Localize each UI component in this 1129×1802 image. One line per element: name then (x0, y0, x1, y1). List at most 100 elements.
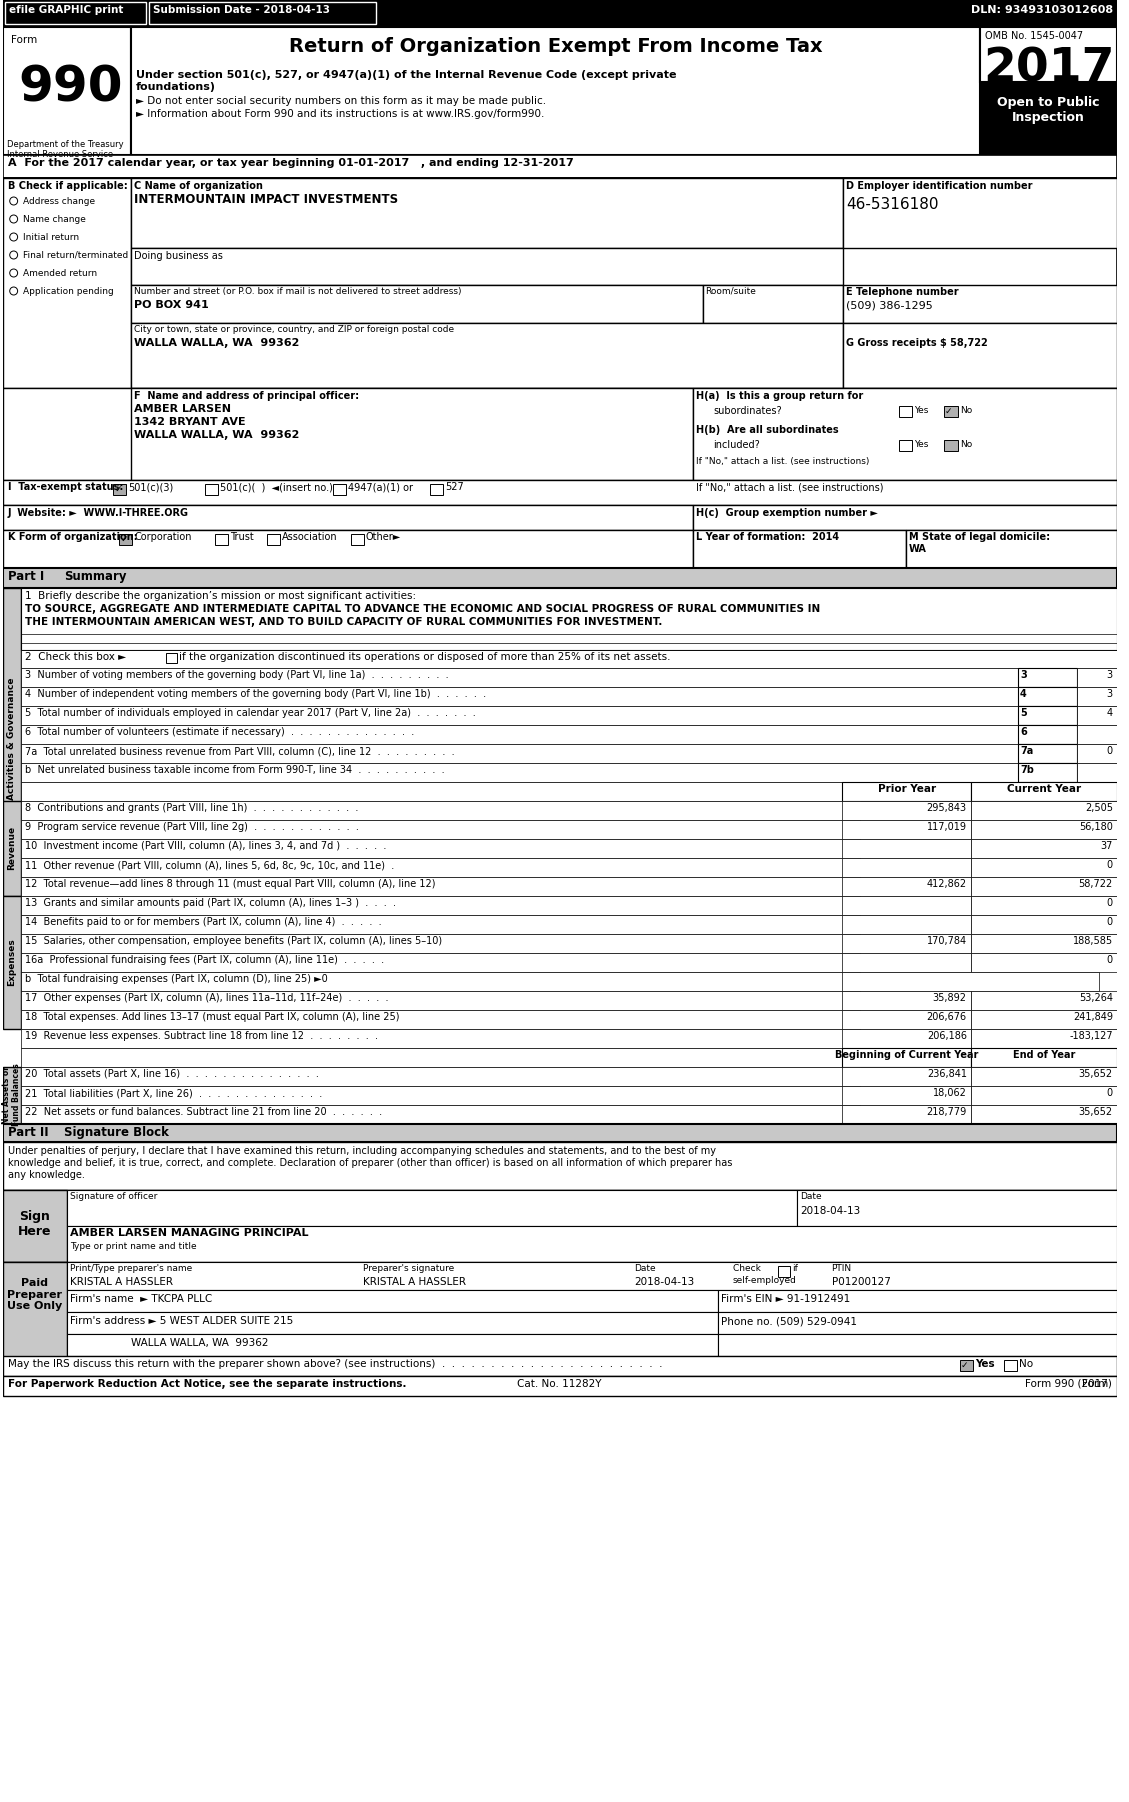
Text: PO BOX 941: PO BOX 941 (134, 299, 209, 310)
Bar (693, 530, 905, 568)
Text: 3  Number of voting members of the governing body (Part VI, line 1a)  .  .  .  .: 3 Number of voting members of the govern… (25, 670, 448, 679)
Text: b  Total fundraising expenses (Part IX, column (D), line 25) ►0: b Total fundraising expenses (Part IX, c… (25, 975, 327, 984)
Bar (149, 2, 376, 23)
Text: Date: Date (800, 1191, 822, 1200)
Bar (351, 533, 364, 544)
Bar (5, 2, 146, 23)
Text: Print/Type preparer's name: Print/Type preparer's name (70, 1263, 192, 1272)
Bar (3, 1355, 1117, 1377)
Text: H(c)  Group exemption number ►: H(c) Group exemption number ► (697, 508, 878, 517)
Bar (843, 285, 1117, 323)
Bar (842, 933, 971, 953)
Text: 527: 527 (445, 481, 464, 492)
Text: 4: 4 (1106, 708, 1113, 717)
Bar (67, 1225, 1117, 1261)
Text: Part II: Part II (8, 1126, 49, 1139)
Bar (3, 178, 131, 387)
Bar (20, 706, 1018, 724)
Text: If "No," attach a list. (see instructions): If "No," attach a list. (see instruction… (697, 481, 884, 492)
Bar (842, 820, 971, 840)
Text: 21  Total liabilities (Part X, line 26)  .  .  .  .  .  .  .  .  .  .  .  .  .  : 21 Total liabilities (Part X, line 26) .… (25, 1088, 322, 1097)
Bar (1077, 687, 1117, 706)
Bar (20, 878, 860, 896)
Bar (20, 1105, 860, 1124)
Text: TO SOURCE, AGGREGATE AND INTERMEDIATE CAPITAL TO ADVANCE THE ECONOMIC AND SOCIAL: TO SOURCE, AGGREGATE AND INTERMEDIATE CA… (25, 604, 820, 614)
Bar (842, 782, 971, 802)
Bar (971, 915, 1117, 933)
Text: H(b)  Are all subordinates: H(b) Are all subordinates (697, 425, 839, 434)
Text: Yes: Yes (974, 1359, 995, 1370)
Bar (971, 991, 1117, 1009)
Text: 35,652: 35,652 (1078, 1069, 1113, 1079)
Bar (205, 485, 218, 496)
Bar (3, 802, 20, 896)
Text: End of Year: End of Year (1013, 1051, 1075, 1060)
Bar (842, 878, 971, 896)
Text: 295,843: 295,843 (927, 804, 966, 813)
Text: Form 990 (2017): Form 990 (2017) (1025, 1379, 1112, 1389)
Bar (944, 440, 957, 450)
Text: Other►: Other► (366, 532, 401, 542)
Text: 17  Other expenses (Part IX, column (A), lines 11a–11d, 11f–24e)  .  .  .  .  .: 17 Other expenses (Part IX, column (A), … (25, 993, 388, 1004)
Text: 501(c)(3): 501(c)(3) (128, 481, 174, 492)
Bar (842, 1029, 971, 1049)
Text: ✓: ✓ (114, 485, 122, 494)
Bar (131, 285, 703, 323)
Bar (842, 1105, 971, 1124)
Bar (20, 953, 860, 971)
Text: Summary: Summary (64, 569, 126, 584)
Bar (703, 285, 843, 323)
Text: J  Website: ►  WWW.I-THREE.ORG: J Website: ► WWW.I-THREE.ORG (8, 508, 189, 517)
Text: Type or print name and title: Type or print name and title (70, 1242, 196, 1251)
Bar (3, 1142, 1117, 1189)
Text: Net Assets or
Fund Balances: Net Assets or Fund Balances (2, 1063, 21, 1126)
Text: Prior Year: Prior Year (877, 784, 936, 795)
Bar (3, 530, 693, 568)
Bar (1005, 1361, 1017, 1371)
Text: 18,062: 18,062 (933, 1088, 966, 1097)
Bar (842, 896, 971, 915)
Circle shape (10, 287, 18, 296)
Bar (20, 1087, 860, 1105)
Text: efile GRAPHIC print: efile GRAPHIC print (9, 5, 123, 14)
Bar (3, 479, 1117, 505)
Text: 12  Total revenue—add lines 8 through 11 (must equal Part VIII, column (A), line: 12 Total revenue—add lines 8 through 11 … (25, 879, 435, 888)
Text: WALLA WALLA, WA  99362: WALLA WALLA, WA 99362 (131, 1339, 269, 1348)
Text: 13  Grants and similar amounts paid (Part IX, column (A), lines 1–3 )  .  .  .  : 13 Grants and similar amounts paid (Part… (25, 897, 395, 908)
Text: 4: 4 (1019, 688, 1026, 699)
Circle shape (10, 232, 18, 241)
Bar (971, 858, 1117, 878)
Text: 990: 990 (18, 63, 123, 112)
Bar (20, 669, 1018, 687)
Text: 22  Net assets or fund balances. Subtract line 21 from line 20  .  .  .  .  .  .: 22 Net assets or fund balances. Subtract… (25, 1106, 382, 1117)
Text: 14  Benefits paid to or for members (Part IX, column (A), line 4)  .  .  .  .  .: 14 Benefits paid to or for members (Part… (25, 917, 382, 926)
Text: Under section 501(c), 527, or 4947(a)(1) of the Internal Revenue Code (except pr: Under section 501(c), 527, or 4947(a)(1)… (135, 70, 676, 79)
Text: Cat. No. 11282Y: Cat. No. 11282Y (517, 1379, 602, 1389)
Text: any knowledge.: any knowledge. (8, 1169, 85, 1180)
Text: 2017: 2017 (983, 47, 1114, 92)
Bar (971, 1105, 1117, 1124)
Text: City or town, state or province, country, and ZIP or foreign postal code: City or town, state or province, country… (134, 324, 454, 333)
Text: WALLA WALLA, WA  99362: WALLA WALLA, WA 99362 (134, 431, 299, 440)
Text: Trust: Trust (229, 532, 254, 542)
Text: knowledge and belief, it is true, correct, and complete. Declaration of preparer: knowledge and belief, it is true, correc… (8, 1159, 732, 1168)
Bar (20, 651, 1117, 669)
Text: Submission Date - 2018-04-13: Submission Date - 2018-04-13 (152, 5, 330, 14)
Bar (20, 915, 860, 933)
Bar (718, 1333, 1117, 1355)
Bar (3, 27, 131, 155)
Bar (843, 178, 1117, 249)
Text: 117,019: 117,019 (927, 822, 966, 833)
Bar (718, 1290, 1117, 1312)
Text: Internal Revenue Service: Internal Revenue Service (7, 150, 113, 159)
Bar (20, 762, 1018, 782)
Text: F  Name and address of principal officer:: F Name and address of principal officer: (134, 391, 359, 402)
Text: ✓: ✓ (961, 1361, 969, 1370)
Text: Number and street (or P.O. box if mail is not delivered to street address): Number and street (or P.O. box if mail i… (134, 287, 462, 296)
Bar (693, 387, 1117, 479)
Bar (842, 840, 971, 858)
Bar (67, 1312, 718, 1333)
Bar (120, 533, 132, 544)
Text: foundations): foundations) (135, 83, 216, 92)
Bar (3, 1377, 1117, 1397)
